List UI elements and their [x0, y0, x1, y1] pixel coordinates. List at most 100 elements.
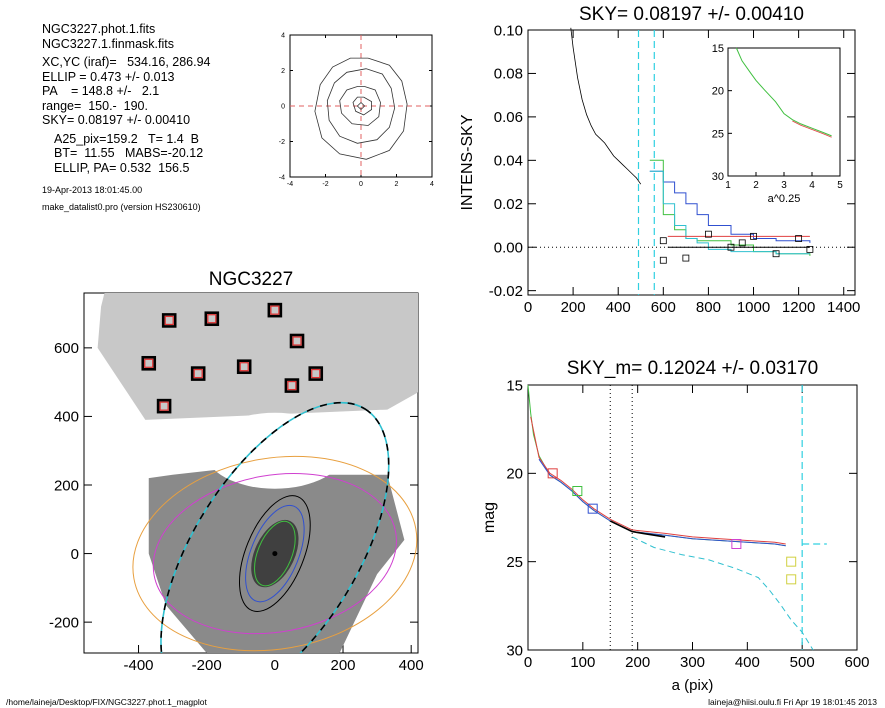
y-tick-label: 0.10 [494, 22, 523, 39]
timestamp: 19-Apr-2013 18:01:45.00 [42, 185, 143, 195]
x-tick-label: 300 [680, 654, 705, 671]
x-tick-label: 200 [561, 299, 586, 316]
image-layer [97, 293, 418, 653]
profile-marker [786, 556, 797, 567]
x-tick-label: -400 [124, 657, 154, 674]
sky-box-inner [239, 362, 249, 372]
upper-field [97, 293, 418, 420]
sky-step-series [649, 170, 810, 255]
y-tick-label: 30 [506, 642, 523, 659]
x-tick-label: 400 [606, 299, 631, 316]
sky-box [308, 366, 324, 381]
sky-marker [659, 256, 667, 264]
sky-box [161, 313, 177, 328]
isophote-ellipse [254, 520, 296, 587]
sky-marker [727, 243, 735, 251]
sky-marker [806, 245, 814, 253]
x-tick-label: 600 [844, 654, 869, 671]
sky-value: SKY= 0.08197 +/- 0.00410 [42, 113, 191, 127]
inset-x-label: 3 [781, 180, 787, 191]
sky-title: SKY= 0.08197 +/- 0.00410 [579, 4, 804, 25]
y-tick-label: -2 [279, 139, 285, 146]
inset-xlabel: a^0.25 [768, 193, 801, 205]
sky-box-inner [311, 368, 321, 379]
profile-series [527, 384, 786, 547]
sky-box-inner [287, 380, 297, 391]
y-tick-label: 0 [71, 546, 79, 563]
y-tick-label: -0.02 [489, 283, 523, 300]
y-tick-label: 600 [54, 340, 79, 357]
inset-y-label: 30 [712, 171, 724, 183]
mask-region [204, 412, 345, 489]
x-tick-label: 500 [790, 654, 815, 671]
sky-box-inner [159, 401, 169, 411]
position-angle: PA = 148.8 +/- 2.1 [42, 84, 160, 98]
sky-step-series [649, 170, 811, 243]
x-tick-label: 0 [524, 299, 532, 316]
sky-marker [750, 232, 757, 240]
x-tick-label: 4 [430, 181, 434, 188]
y-tick-label: 15 [506, 377, 523, 394]
sky-box [204, 311, 220, 327]
sky-frame [527, 29, 856, 296]
profile-series [530, 416, 786, 545]
x-tick-label: -4 [287, 181, 293, 188]
x-tick-label: 800 [696, 299, 721, 316]
mask-filename: NGC3227.1.finmask.fits [42, 36, 174, 51]
info-panel: NGC3227.phot.1.fits NGC3227.1.finmask.fi… [42, 22, 211, 214]
isophote-ellipse [239, 495, 311, 612]
x-tick-label: 400 [735, 654, 760, 671]
isophote-ellipse [132, 455, 418, 652]
sky-box [289, 333, 305, 349]
sky-box-inner [270, 305, 280, 315]
sky-marker [705, 230, 712, 238]
profile-frame [527, 384, 858, 651]
x-tick-label: 0 [271, 657, 279, 674]
x-tick-label: 400 [399, 657, 424, 674]
x-tick-label: -2 [322, 181, 328, 188]
ellipticity: ELLIP = 0.473 +/- 0.013 [42, 69, 175, 84]
ellip-pa-line: ELLIP, PA= 0.532 156.5 [54, 160, 190, 175]
contour-line [326, 68, 396, 144]
profile-marker [547, 468, 558, 479]
contour-line [352, 96, 372, 116]
profile-title: SKY_m= 0.12024 +/- 0.03170 [567, 358, 818, 379]
y-tick-label: -200 [49, 614, 79, 631]
galaxy-nucleus [272, 551, 278, 557]
y-tick-label: 4 [281, 32, 285, 39]
y-tick-label: 200 [54, 477, 79, 494]
inset-y-label: 15 [712, 43, 724, 55]
sky-box-inner [144, 358, 154, 368]
profile-marker [731, 539, 742, 549]
inset-x-label: 4 [809, 180, 815, 191]
sky-marker [772, 250, 780, 258]
sky-box [156, 398, 172, 414]
profile-series [631, 536, 814, 651]
inset-y-label: 25 [712, 128, 724, 140]
x-tick-label: 1000 [737, 299, 770, 316]
profile-marker [572, 486, 583, 496]
isophote-ellipse [245, 504, 305, 603]
x-tick-label: 1400 [827, 299, 860, 316]
x-tick-label: 1200 [782, 299, 815, 316]
sky-marker [659, 237, 667, 245]
isophote-ellipse [152, 472, 397, 635]
footer-user: laineja@hiisi.oulu.fi Fri Apr 19 18:01:4… [708, 697, 877, 707]
sky-marker [682, 254, 690, 262]
profile-marker [786, 574, 797, 585]
inset-x-label: 1 [725, 180, 731, 191]
sky-box-inner [164, 315, 174, 326]
y-tick-label: 0.08 [494, 66, 523, 83]
sky-box [267, 302, 283, 318]
y-tick-label: 0.00 [494, 239, 523, 256]
x-tick-label: -200 [192, 657, 222, 674]
y-tick-label: 0.04 [494, 153, 523, 170]
x-tick-label: 2 [395, 181, 399, 188]
sky-box [141, 355, 157, 371]
sky-box [284, 378, 300, 393]
x-tick-label: 0 [524, 654, 532, 671]
sky-marker [795, 235, 803, 242]
sky-box [190, 366, 206, 381]
x-tick-label: 600 [651, 299, 676, 316]
